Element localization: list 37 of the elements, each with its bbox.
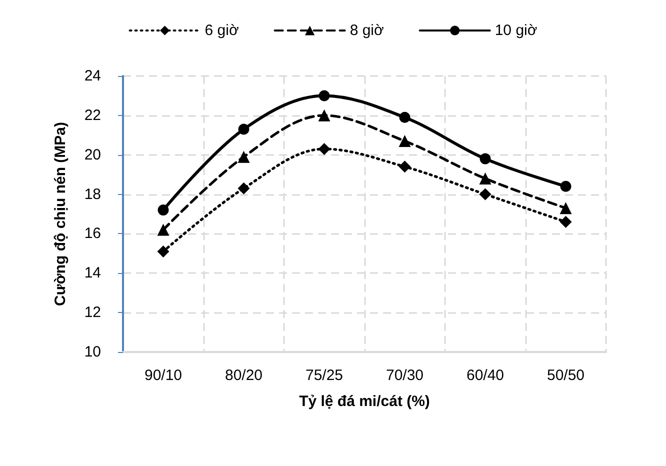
point bbox=[238, 150, 250, 163]
point bbox=[480, 153, 491, 164]
x-tick-label: 80/20 bbox=[224, 367, 263, 384]
x-tick-label: 50/50 bbox=[546, 367, 585, 384]
point bbox=[238, 182, 250, 194]
y-tick-label: 18 bbox=[84, 186, 101, 203]
point bbox=[318, 142, 330, 155]
y-tick-label: 22 bbox=[84, 106, 101, 124]
x-tick-label: 75/25 bbox=[305, 367, 344, 384]
point bbox=[560, 202, 572, 214]
point bbox=[158, 204, 169, 216]
y-tick-label: 12 bbox=[84, 304, 101, 322]
x-tick-label: 70/30 bbox=[386, 367, 424, 384]
point bbox=[479, 172, 492, 185]
point bbox=[560, 180, 572, 192]
legend-label: 10 giờ bbox=[494, 22, 538, 39]
point bbox=[399, 112, 410, 123]
point bbox=[157, 224, 170, 236]
point bbox=[560, 216, 572, 228]
point bbox=[318, 90, 330, 102]
point bbox=[157, 245, 170, 258]
point bbox=[238, 124, 250, 135]
y-tick-label: 20 bbox=[84, 146, 101, 164]
y-tick-label: 16 bbox=[84, 225, 101, 242]
x-axis-title: Tỷ lệ đá mi/cát (%) bbox=[299, 393, 430, 410]
point bbox=[398, 135, 411, 148]
x-tick-label: 90/10 bbox=[144, 367, 182, 384]
y-axis-title: Cường độ chịu nén (MPa) bbox=[52, 122, 69, 306]
point bbox=[479, 188, 492, 200]
legend-label: 6 giờ bbox=[204, 22, 239, 39]
legend-label: 8 giờ bbox=[350, 22, 384, 39]
y-tick-label: 24 bbox=[84, 68, 101, 84]
y-tick-label: 14 bbox=[84, 264, 101, 282]
x-tick-label: 60/40 bbox=[466, 367, 504, 384]
point bbox=[398, 160, 411, 173]
point bbox=[318, 109, 330, 122]
y-tick-label: 10 bbox=[84, 344, 101, 360]
